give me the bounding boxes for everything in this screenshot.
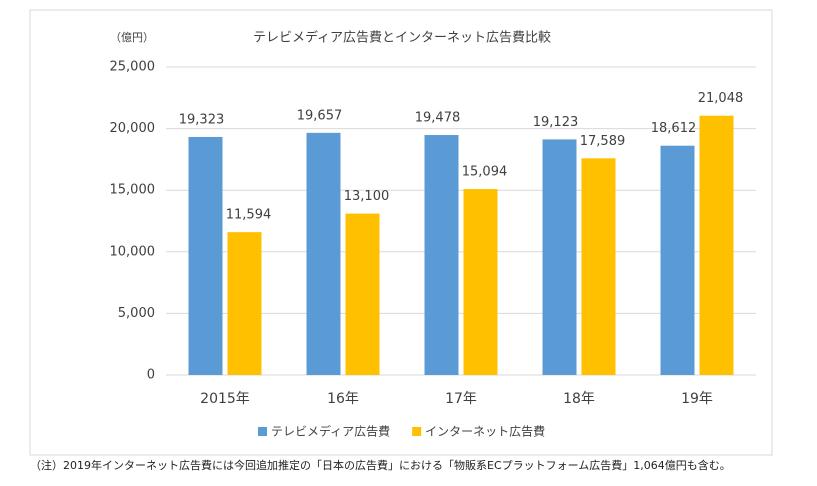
legend-swatch [258, 427, 267, 436]
x-tick-label: 16年 [327, 391, 359, 407]
legend-swatch [412, 427, 422, 436]
x-tick-label: 17年 [445, 391, 477, 407]
bar [463, 189, 498, 375]
chart-frame [29, 9, 773, 456]
y-tick-label: 20,000 [110, 121, 156, 136]
y-tick-label: 15,000 [110, 183, 156, 198]
footnote: （注）2019年インターネット広告費には今回追加推定の「日本の広告費」における「… [30, 458, 731, 472]
legend-label: インターネット広告費 [425, 424, 545, 439]
bar [306, 132, 341, 375]
x-tick-label: 18年 [563, 391, 595, 407]
legend-label: テレビメディア広告費 [271, 424, 390, 439]
bar [345, 213, 380, 375]
y-unit: （億円） [110, 31, 154, 44]
value-label: 19,478 [415, 111, 461, 126]
y-tick-label: 5,000 [118, 306, 155, 321]
y-tick-label: 0 [147, 368, 155, 383]
bar [424, 135, 459, 375]
bar [542, 139, 577, 375]
value-label: 13,100 [344, 189, 390, 204]
value-label: 11,594 [226, 208, 272, 223]
value-label: 17,589 [580, 134, 626, 149]
bar [581, 158, 616, 375]
chart-title: テレビメディア広告費とインターネット広告費比較 [253, 30, 551, 46]
value-label: 19,657 [297, 108, 343, 123]
x-tick-label: 2015年 [200, 391, 250, 407]
y-tick-label: 10,000 [110, 244, 156, 259]
bar [660, 145, 695, 375]
value-label: 19,123 [533, 115, 579, 130]
bar [227, 232, 262, 375]
x-tick-label: 19年 [681, 391, 713, 407]
bar [699, 115, 734, 376]
value-label: 21,048 [698, 91, 744, 106]
value-label: 18,612 [651, 121, 697, 136]
value-label: 19,323 [179, 112, 225, 127]
value-label: 15,094 [462, 165, 508, 180]
bar [188, 136, 223, 375]
y-tick-label: 25,000 [110, 60, 156, 75]
